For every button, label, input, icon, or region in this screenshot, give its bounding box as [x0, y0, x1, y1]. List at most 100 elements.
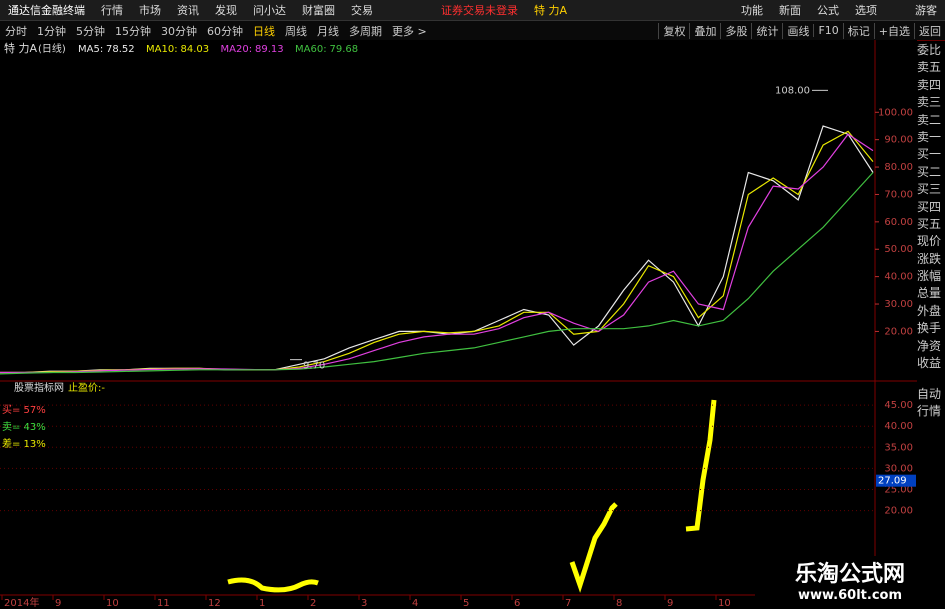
- menu-item[interactable]: 市场: [139, 4, 161, 17]
- menu-item[interactable]: 功能: [741, 4, 763, 17]
- side-label: 总量: [917, 286, 942, 301]
- tool-button[interactable]: +自选: [873, 22, 914, 39]
- side-label: 现价: [917, 234, 942, 249]
- watermark-title: 乐淘公式网: [794, 561, 905, 587]
- menu-item[interactable]: 财富圈: [302, 4, 335, 17]
- y-tick-label: 90.00: [884, 135, 913, 146]
- period-tab[interactable]: 1分钟: [37, 24, 66, 38]
- period-bar: 分时 1分钟 5分钟 15分钟 30分钟 60分钟 日线 周线 月线 多周期 更多 > 复权 叠加 多股统…: [0, 21, 945, 41]
- menu-item[interactable]: 资讯: [177, 4, 199, 17]
- side-label: 卖五: [917, 60, 942, 75]
- y-tick-label: 20.00: [884, 326, 913, 337]
- x-tick-label: 10: [106, 598, 119, 609]
- side-label: 收益: [917, 356, 942, 371]
- indicator-line: 买= 57%: [2, 404, 46, 416]
- x-tick-label: 10: [718, 598, 731, 609]
- status: 证券交易未登录: [441, 4, 518, 17]
- menu-item[interactable]: 新面: [779, 4, 801, 17]
- tool-button[interactable]: 多股: [720, 22, 751, 39]
- period-tab[interactable]: 60分钟: [207, 24, 243, 38]
- y-tick-label: 40.00: [884, 272, 913, 283]
- current-marker: [876, 474, 916, 487]
- ma-legend-value: 84.03: [181, 44, 210, 55]
- side-label: 涨跌: [917, 251, 942, 266]
- y-tick-label: 20.00: [884, 506, 913, 517]
- x-tick-label: 5: [463, 598, 469, 609]
- x-tick-label: 2: [310, 598, 316, 609]
- low-label: 9.70: [303, 361, 325, 372]
- stock-name: 特 力A: [4, 41, 37, 55]
- ma-legend-value: 89.13: [255, 44, 284, 55]
- y-tick-label: 35.00: [884, 442, 913, 453]
- tool-button[interactable]: 画线: [782, 22, 813, 39]
- period-tab[interactable]: 周线: [285, 24, 307, 38]
- y-tick-label: 50.00: [884, 244, 913, 255]
- chart-bg: [0, 40, 917, 609]
- side-label: 涨幅: [917, 269, 942, 284]
- period-label: (日线): [38, 42, 66, 55]
- x-tick-label: 2014年: [4, 596, 39, 609]
- indicator-line: 卖= 43%: [2, 421, 46, 433]
- tool-button[interactable]: 返回: [914, 22, 945, 39]
- tool-button[interactable]: 复权: [658, 22, 689, 39]
- x-tick-label: 12: [208, 598, 221, 609]
- menu-item[interactable]: 发现: [215, 4, 237, 17]
- period-tab[interactable]: 5分钟: [76, 24, 105, 38]
- tool-button[interactable]: F10: [813, 24, 842, 37]
- indicator-name: 股票指标网: [14, 381, 64, 394]
- side-panel-bottom: 自动 行情: [917, 385, 945, 419]
- tool-button[interactable]: 叠加: [689, 22, 720, 39]
- y-tick-label: 30.00: [884, 299, 913, 310]
- ma-legend-label: MA60:: [295, 44, 327, 55]
- period-tab[interactable]: 多周期: [349, 24, 382, 38]
- side-label: 卖二: [917, 112, 942, 127]
- tool-button[interactable]: 统计: [751, 22, 782, 39]
- menu-item[interactable]: 选项: [855, 4, 877, 17]
- period-tab[interactable]: 更多 >: [392, 24, 427, 38]
- annotation-stroke: [569, 502, 618, 593]
- y-tick-label: 60.00: [884, 217, 913, 228]
- side-label: 卖一: [917, 129, 942, 144]
- user: 游客: [915, 4, 937, 17]
- title-bar: 通达信金融终端 行情 市场 资讯 发现 问小达 财富圈 交易 证券交易未登录 特 力A 功能 新面 公式…: [0, 0, 945, 21]
- side-label: 委比: [917, 43, 942, 57]
- x-tick-label: 11: [157, 598, 170, 609]
- ma-line: [0, 172, 874, 375]
- indicator-stop: 止盈价:-: [68, 382, 105, 394]
- side-label: 买五: [917, 216, 942, 231]
- menu-item[interactable]: 问小达: [253, 4, 286, 17]
- side-label: 外盘: [917, 303, 942, 318]
- period-tab[interactable]: 30分钟: [161, 24, 197, 38]
- menu-item[interactable]: 交易: [351, 4, 373, 17]
- x-tick-label: 4: [412, 598, 418, 609]
- stock: 特 力A: [534, 4, 568, 17]
- ma-legend-label: MA10:: [146, 44, 178, 55]
- y-tick-label: 40.00: [884, 421, 913, 432]
- x-tick-label: 6: [514, 598, 520, 609]
- side-label: 净资: [917, 338, 942, 353]
- y-tick-label: 70.00: [884, 189, 913, 200]
- side-label: 自动: [917, 387, 942, 401]
- app-name: 通达信金融终端: [8, 4, 85, 17]
- period-tab[interactable]: 日线: [253, 24, 275, 38]
- tool-button[interactable]: 标记: [842, 22, 874, 39]
- watermark-url: www.60lt.com: [797, 588, 903, 603]
- ma-legend-value: 78.52: [106, 44, 135, 55]
- y-tick-label: 100.00: [878, 107, 913, 118]
- annotation-stroke: [685, 399, 717, 532]
- x-tick-label: 9: [55, 598, 61, 609]
- y-tick-label: 80.00: [884, 162, 913, 173]
- y-tick-label: 45.00: [884, 400, 913, 411]
- menu-item[interactable]: 行情: [101, 4, 123, 17]
- side-label: 买二: [917, 164, 942, 179]
- period-tab[interactable]: 15分钟: [115, 24, 151, 38]
- period-tab[interactable]: 月线: [317, 24, 339, 38]
- x-tick-label: 8: [616, 598, 622, 609]
- menu-item[interactable]: 公式: [817, 4, 839, 17]
- x-tick-label: 3: [361, 598, 367, 609]
- watermark: 乐淘公式网 www.60lt.com: [755, 556, 945, 603]
- annotation-stroke: [227, 577, 319, 593]
- period-tab[interactable]: 分时: [5, 24, 27, 38]
- x-tick-label: 9: [667, 598, 673, 609]
